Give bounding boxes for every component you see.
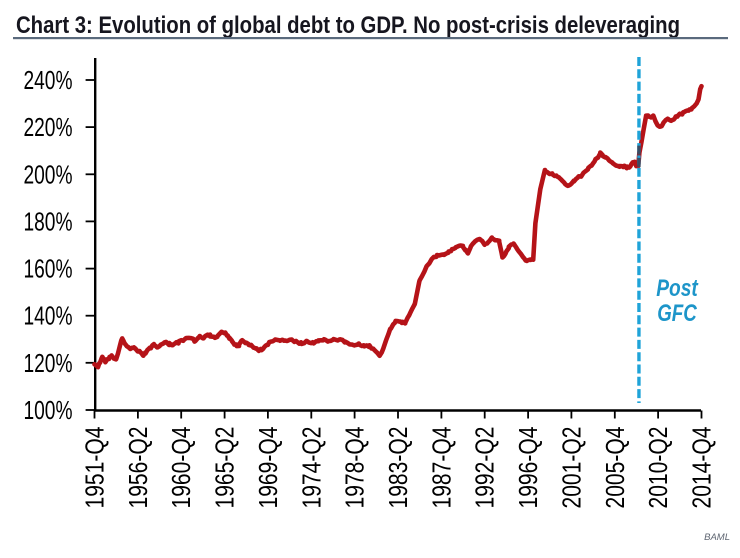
svg-text:180%: 180% xyxy=(24,206,73,236)
svg-text:160%: 160% xyxy=(24,254,73,284)
svg-text:240%: 240% xyxy=(24,65,73,95)
svg-text:1987-Q4: 1987-Q4 xyxy=(426,427,456,509)
svg-text:1960-Q4: 1960-Q4 xyxy=(166,427,196,509)
svg-text:Post: Post xyxy=(656,275,698,302)
svg-text:BAML: BAML xyxy=(704,532,730,543)
svg-text:100%: 100% xyxy=(24,395,73,425)
svg-text:120%: 120% xyxy=(24,348,73,378)
svg-text:2005-Q4: 2005-Q4 xyxy=(600,427,630,509)
svg-text:1992-Q2: 1992-Q2 xyxy=(470,427,500,509)
svg-text:1996-Q4: 1996-Q4 xyxy=(513,427,543,509)
svg-text:2001-Q2: 2001-Q2 xyxy=(556,427,586,509)
svg-text:200%: 200% xyxy=(24,159,73,189)
svg-text:2014-Q4: 2014-Q4 xyxy=(687,427,717,509)
svg-text:1965-Q2: 1965-Q2 xyxy=(210,427,240,509)
svg-text:1978-Q4: 1978-Q4 xyxy=(340,427,370,509)
svg-text:220%: 220% xyxy=(24,112,73,142)
svg-text:140%: 140% xyxy=(24,301,73,331)
svg-text:1983-Q2: 1983-Q2 xyxy=(383,427,413,509)
svg-text:Chart 3: Evolution of global d: Chart 3: Evolution of global debt to GDP… xyxy=(16,12,680,39)
svg-text:1956-Q2: 1956-Q2 xyxy=(123,427,153,509)
svg-text:GFC: GFC xyxy=(657,300,697,327)
svg-text:2010-Q2: 2010-Q2 xyxy=(643,427,673,509)
svg-text:1974-Q2: 1974-Q2 xyxy=(296,427,326,509)
svg-text:1951-Q4: 1951-Q4 xyxy=(80,427,110,509)
svg-text:1969-Q4: 1969-Q4 xyxy=(253,427,283,509)
